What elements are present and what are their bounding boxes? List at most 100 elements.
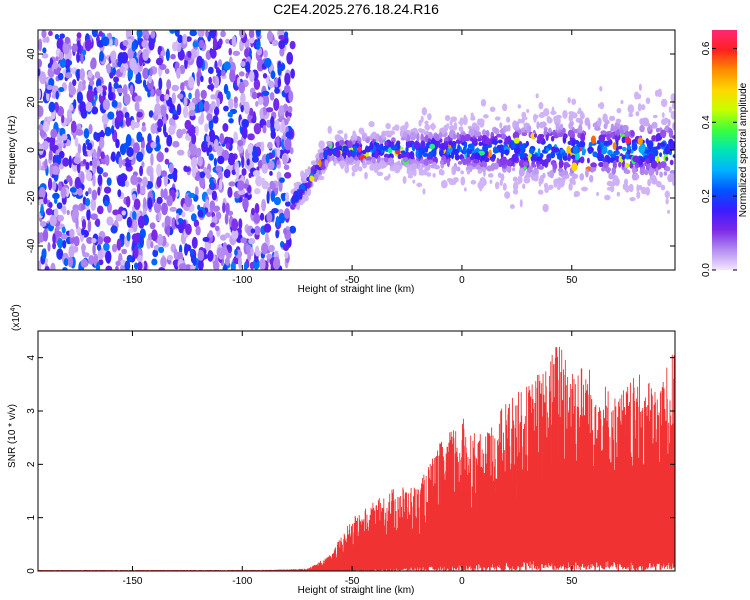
heatmap-cell: [469, 165, 473, 173]
heatmap-cell: [192, 257, 197, 267]
heatmap-cell: [499, 122, 503, 129]
heatmap-cell: [261, 242, 269, 255]
heatmap-cell: [205, 135, 210, 143]
heatmap-cell: [504, 149, 509, 156]
heatmap-cell: [170, 53, 176, 60]
heatmap-cell: [555, 117, 561, 124]
heatmap-cell: [105, 250, 112, 264]
heatmap-cell: [208, 76, 213, 85]
heatmap-cell: [72, 79, 77, 87]
heatmap-cell: [368, 121, 375, 128]
heatmap-cell: [214, 225, 220, 232]
heatmap-cell: [335, 149, 341, 158]
heatmap-cell: [283, 228, 288, 235]
heatmap-cell: [624, 162, 630, 169]
heatmap-cell: [651, 121, 658, 129]
heatmap-cell: [282, 243, 290, 252]
heatmap-cell: [50, 128, 58, 139]
heatmap-cell: [628, 183, 634, 193]
heatmap-cell: [601, 167, 606, 172]
heatmap-cell: [245, 72, 249, 79]
heatmap-cell: [289, 147, 294, 155]
heatmap-cell: [90, 213, 98, 220]
heatmap-cell: [113, 76, 120, 83]
heatmap-cell: [645, 157, 650, 165]
heatmap-cell: [115, 265, 119, 270]
heatmap-cell: [667, 118, 671, 127]
heatmap-cell: [327, 125, 332, 134]
heatmap-cell: [188, 109, 196, 117]
heatmap-cell: [156, 176, 162, 188]
heatmap-cell: [220, 249, 225, 260]
heatmap-cell: [166, 254, 174, 261]
heatmap-cell: [179, 64, 186, 75]
heatmap-cell: [424, 120, 429, 125]
heatmap-cell: [594, 126, 601, 131]
heatmap-cell: [616, 191, 621, 197]
heatmap-cell: [342, 148, 350, 153]
heatmap-cell: [115, 260, 121, 267]
heatmap-cell: [478, 150, 485, 156]
heatmap-cell: [624, 169, 631, 175]
heatmap-cell: [125, 180, 130, 187]
heatmap-cell: [606, 180, 613, 187]
heatmap-cell: [416, 132, 420, 142]
heatmap-cell: [374, 150, 379, 159]
heatmap-cell: [284, 201, 291, 207]
heatmap-cell: [286, 51, 294, 65]
heatmap-cell: [42, 121, 50, 133]
heatmap-cell: [559, 148, 565, 154]
heatmap-cell: [641, 186, 646, 191]
heatmap-cell: [671, 102, 675, 110]
heatmap-cell: [172, 140, 180, 148]
heatmap-cell: [52, 61, 59, 70]
heatmap-cell: [150, 30, 156, 39]
heatmap-marks: [38, 30, 675, 270]
heatmap-cell: [466, 148, 470, 155]
heatmap-cell: [211, 216, 218, 225]
heatmap-cell: [592, 151, 598, 158]
heatmap-cell: [284, 251, 289, 259]
heatmap-cell: [111, 99, 118, 108]
heatmap-cell: [579, 112, 585, 120]
heatmap-cell: [347, 150, 351, 158]
heatmap-cell: [499, 179, 503, 186]
heatmap-cell: [67, 256, 74, 268]
heatmap-cell: [198, 39, 205, 49]
heatmap-cell: [639, 124, 645, 133]
heatmap-cell: [171, 84, 180, 92]
heatmap-cell: [426, 172, 432, 177]
heatmap-cell: [176, 149, 185, 156]
heatmap-cell: [451, 140, 457, 146]
heatmap-cell: [52, 180, 57, 191]
heatmap-cell: [402, 175, 407, 184]
heatmap-cell: [539, 121, 545, 129]
heatmap-cell: [193, 219, 200, 228]
heatmap-cell: [58, 150, 65, 159]
heatmap-cell: [629, 162, 634, 169]
heatmap-cell: [137, 254, 143, 263]
heatmap-cell: [655, 166, 659, 176]
heatmap-cell: [226, 244, 231, 251]
heatmap-cell: [46, 116, 53, 122]
heatmap-cell: [200, 111, 204, 124]
chart-title: C2E4.2025.276.18.24.R16: [273, 1, 439, 17]
heatmap-cell: [43, 196, 48, 205]
heatmap-cell: [177, 34, 183, 44]
heatmap-cell: [339, 160, 346, 168]
heatmap-cell: [152, 249, 159, 258]
heatmap-cell: [600, 130, 607, 135]
heatmap-cell: [370, 142, 374, 150]
heatmap-cell: [598, 162, 605, 168]
heatmap-cell: [420, 133, 424, 143]
heatmap-y-label: Frequency (Hz): [7, 116, 18, 185]
heatmap-cell: [189, 248, 194, 256]
heatmap-cell: [247, 143, 253, 155]
heatmap-cell: [555, 123, 560, 131]
heatmap-cell: [545, 134, 549, 141]
heatmap-cell: [39, 221, 47, 228]
heatmap-cell: [131, 40, 137, 52]
heatmap-cell: [538, 112, 545, 118]
heatmap-cell: [77, 143, 82, 155]
heatmap-cell: [80, 258, 89, 268]
